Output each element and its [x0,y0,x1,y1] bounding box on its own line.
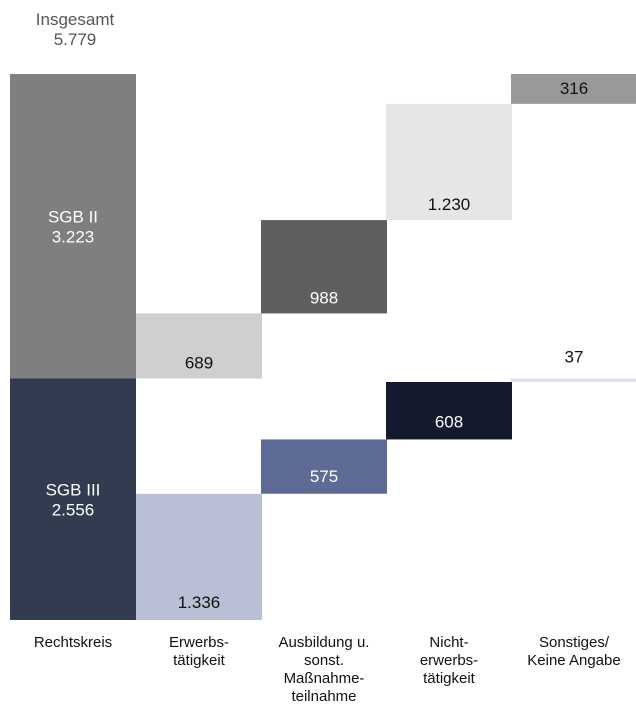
bar-sgb3-nichterwerbstaetigkeit [386,382,512,440]
category-label-rechtskreis: Rechtskreis [33,634,113,651]
bar-label-sgb2-nichterwerbstaetigkeit: 1.230 [428,195,471,214]
bar-label-sgb2-name: SGB II [48,207,98,226]
bar-label-sgb3-name: SGB III [46,480,101,499]
bar-label-sgb3-nichterwerbstaetigkeit: 608 [435,412,463,431]
total-header: Insgesamt 5.779 [10,10,140,50]
bar-sgb2-sonstiges [511,74,636,104]
bar-label-sgb2-erwerbstaetigkeit: 689 [185,354,213,373]
bar-label-sgb3-sonstiges: 37 [565,348,584,367]
category-label-erwerbstaetigkeit: Erwerbs- tätigkeit [168,634,229,669]
bar-label-sgb3-ausbildung: 575 [310,467,338,486]
bar-label-sgb2-sonstiges: 316 [560,79,588,98]
bar-sgb2-nichterwerbstaetigkeit [386,103,512,221]
category-label-ausbildung: Ausbildung u. sonst. Maßnahme- teilnahme [278,634,370,705]
bar-label-sgb2-ausbildung: 988 [310,288,338,307]
bar-sgb3-rechtskreis [10,378,136,620]
bar-sgb2-ausbildung [261,220,387,314]
category-label-sonstiges: Sonstiges/ Keine Angabe [527,634,621,669]
category-label-nichterwerbstaetigkeit: Nicht- erwerbs- tätigkeit [419,634,479,687]
bar-sgb2-rechtskreis [10,74,136,379]
bar-label-sgb3-erwerbstaetigkeit: 1.336 [178,593,221,612]
bar-sgb2-erwerbstaetigkeit [136,313,262,379]
bar-label-sgb3-total: 2.556 [52,500,95,519]
bar-label-sgb2-total: 3.223 [52,227,95,246]
total-value: 5.779 [53,30,97,49]
bar-sgb3-erwerbstaetigkeit [136,493,262,620]
total-label: Insgesamt [35,10,115,29]
bar-sgb3-ausbildung [261,439,387,494]
bar-sgb3-sonstiges [511,378,636,383]
